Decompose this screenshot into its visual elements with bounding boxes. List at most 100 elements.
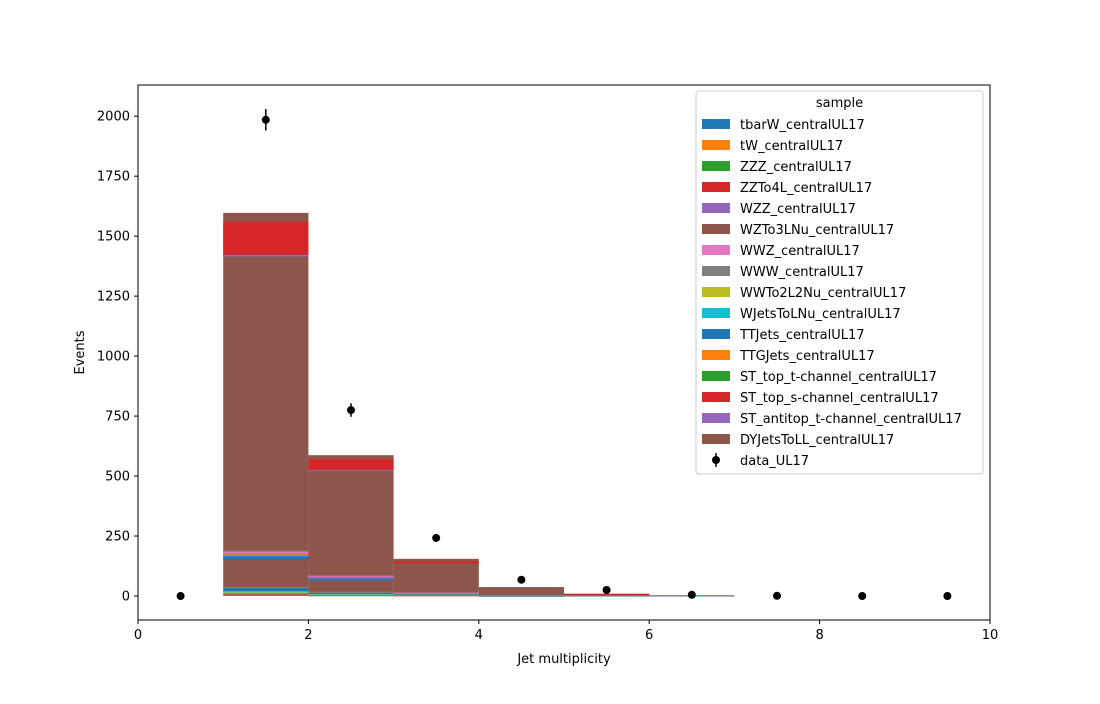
stack-band-1: [223, 554, 309, 557]
bar-WWTo2L2Nu_centralUL17-bin-1: [223, 592, 309, 594]
legend-label-WZTo3LNu_centralUL17: WZTo3LNu_centralUL17: [740, 223, 894, 238]
bar-WWTo2L2Nu_centralUL17-bin-2: [308, 594, 394, 596]
x-tick-label-2: 2: [304, 628, 312, 643]
legend-swatch-ZZTo4L_centralUL17: [702, 182, 730, 192]
data-point-0: [176, 592, 185, 601]
stack-band-9: [308, 575, 394, 577]
data-point-4: [517, 575, 526, 584]
legend-data-marker: [712, 456, 720, 464]
x-axis-ticks: 0 2 4 6 8 10: [134, 620, 998, 643]
legend-box: [695, 90, 984, 475]
legend-title: sample: [816, 96, 863, 111]
y-axis-label: Events: [73, 330, 88, 374]
legend-swatch-DYJetsToLL_centralUL17: [702, 434, 730, 444]
y-tick-label-1250: 1250: [97, 290, 130, 305]
legend-swatch-ST_antitop_t-channel_centralUL17: [702, 413, 730, 423]
bar-DYJetsToLL_centralUL17-bin-2: [308, 455, 394, 592]
y-tick-label-2000: 2000: [97, 110, 130, 125]
bar-TTGJets_centralUL17-bin-4: [478, 594, 564, 596]
y-tick-label-0: 0: [122, 590, 130, 605]
stack-band-10: [308, 469, 394, 471]
bar-DYJetsToLL_centralUL17-bin-3: [393, 558, 479, 594]
y-tick-label-500: 500: [105, 470, 130, 485]
data-point-2: [347, 406, 355, 415]
stack-band-12: [393, 592, 479, 594]
bar-TTJets_centralUL17-bin-5: [564, 595, 650, 597]
legend-label-tbarW_centralUL17: tbarW_centralUL17: [740, 118, 865, 133]
stack-band-11: [308, 459, 394, 470]
legend-swatch-WWW_centralUL17: [702, 266, 730, 276]
bar-tW_centralUL17-bin-1: [223, 595, 309, 596]
legend-label-ST_top_t-channel_centralUL17: ST_top_t-channel_centralUL17: [740, 370, 937, 385]
y-tick-label-750: 750: [105, 410, 130, 425]
x-axis-label: Jet multiplicity: [516, 652, 611, 667]
x-tick-label-6: 6: [645, 628, 653, 643]
data-point-6: [687, 590, 696, 599]
bar-ZZTo4L_centralUL17-bin-1: [223, 594, 309, 596]
stack-band-3: [223, 551, 309, 554]
data-points: [176, 108, 952, 601]
legend-label-WZZ_centralUL17: WZZ_centralUL17: [740, 202, 856, 217]
bar-DYJetsToLL_centralUL17-bin-4: [478, 587, 564, 595]
stack-band-14: [478, 595, 564, 597]
stack-band-4: [223, 550, 309, 552]
legend-swatch-WZZ_centralUL17: [702, 203, 730, 213]
legend-label-DYJetsToLL_centralUL17: DYJetsToLL_centralUL17: [740, 433, 894, 448]
legend-label-WWZ_centralUL17: WWZ_centralUL17: [740, 244, 860, 259]
bar-TTGJets_centralUL17-bin-1: [223, 587, 309, 588]
bar-tbarW_centralUL17-bin-1: [223, 595, 309, 597]
x-tick-label-10: 10: [982, 628, 999, 643]
bar-TTJets_centralUL17-bin-2: [308, 592, 394, 595]
bar-WJetsToLNu_centralUL17-bin-2: [308, 594, 394, 595]
y-tick-label-250: 250: [105, 530, 130, 545]
legend-swatch-tW_centralUL17: [702, 140, 730, 150]
legend-swatch-ST_top_t-channel_centralUL17: [702, 371, 730, 381]
legend-swatch-ST_top_s-channel_centralUL17: [702, 392, 730, 402]
bar-TTGJets_centralUL17-bin-2: [308, 591, 394, 593]
data-point-3: [432, 533, 441, 542]
plot-frame: [137, 84, 991, 621]
legend-label-TTJets_centralUL17: TTJets_centralUL17: [739, 328, 865, 343]
legend-swatch-ZZZ_centralUL17: [702, 161, 730, 171]
x-tick-label-0: 0: [134, 628, 142, 643]
stack-band-7: [308, 578, 394, 581]
stack-band-6: [223, 221, 309, 255]
stack-band-2: [223, 553, 309, 555]
legend-swatch-TTJets_centralUL17: [702, 329, 730, 339]
bar-WJetsToLNu_centralUL17-bin-3: [393, 594, 479, 596]
stack-band-8: [308, 576, 394, 579]
stack-band-15: [564, 594, 650, 596]
legend: sample tbarW_centralUL17 tW_centralUL17 ZZ…: [695, 90, 984, 475]
bar-TTGJets_centralUL17-bin-3: [393, 593, 479, 595]
y-tick-label-1000: 1000: [97, 350, 130, 365]
stack-overlays: [223, 221, 650, 597]
legend-items: tbarW_centralUL17 tW_centralUL17 ZZZ_centr…: [702, 118, 962, 469]
x-tick-label-8: 8: [815, 628, 823, 643]
legend-swatch-WWZ_centralUL17: [702, 245, 730, 255]
legend-swatch-WZTo3LNu_centralUL17: [702, 224, 730, 234]
bar-ZZTo4L_centralUL17-bin-2: [308, 595, 394, 596]
legend-swatch-WWTo2L2Nu_centralUL17: [702, 287, 730, 297]
legend-label-ZZTo4L_centralUL17: ZZTo4L_centralUL17: [740, 181, 872, 196]
legend-label-ZZZ_centralUL17: ZZZ_centralUL17: [740, 160, 852, 175]
y-axis-ticks: 0 250 500 750 1000 1250 1500 1750 2000: [97, 110, 138, 605]
bar-TTJets_centralUL17-bin-3: [393, 593, 479, 595]
bar-DYJetsToLL_centralUL17-bin-1: [223, 212, 309, 588]
data-point-5: [602, 586, 611, 595]
legend-label-ST_top_s-channel_centralUL17: ST_top_s-channel_centralUL17: [740, 391, 939, 406]
legend-label-WWTo2L2Nu_centralUL17: WWTo2L2Nu_centralUL17: [740, 286, 906, 301]
bar-TTJets_centralUL17-bin-1: [223, 587, 309, 591]
bar-WZTo3LNu_centralUL17-bin-1: [223, 593, 309, 595]
legend-swatch-tbarW_centralUL17: [702, 119, 730, 129]
legend-label-TTGJets_centralUL17: TTGJets_centralUL17: [739, 349, 875, 364]
legend-swatch-TTGJets_centralUL17: [702, 350, 730, 360]
legend-label-data_UL17: data_UL17: [740, 454, 809, 469]
stack-band-13: [393, 561, 479, 564]
legend-label-ST_antitop_t-channel_centralUL17: ST_antitop_t-channel_centralUL17: [740, 412, 962, 427]
stack-band-5: [223, 254, 309, 257]
x-tick-label-4: 4: [475, 628, 483, 643]
legend-label-WWW_centralUL17: WWW_centralUL17: [740, 265, 864, 280]
data-point-1: [261, 115, 270, 124]
y-tick-label-1500: 1500: [97, 230, 130, 245]
